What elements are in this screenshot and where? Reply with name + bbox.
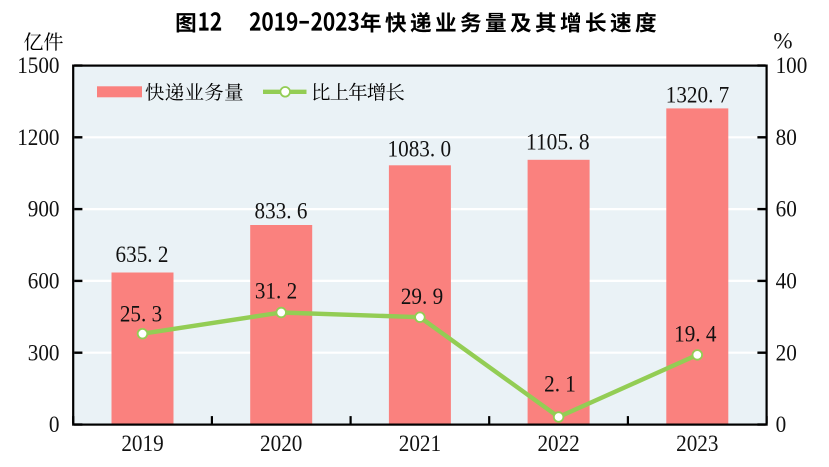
svg-text:2021: 2021 [399,431,441,456]
svg-text:833. 6: 833. 6 [255,199,308,224]
svg-text:1500: 1500 [17,53,59,78]
svg-text:2023: 2023 [676,431,718,456]
svg-text:25. 3: 25. 3 [120,302,162,327]
svg-text:29. 9: 29. 9 [401,284,443,309]
svg-text:1200: 1200 [17,125,59,150]
svg-text:100: 100 [776,53,808,78]
svg-text:31. 2: 31. 2 [255,278,297,303]
svg-text:80: 80 [776,125,797,150]
svg-text:600: 600 [28,269,60,294]
svg-text:2. 1: 2. 1 [544,372,576,397]
svg-text:900: 900 [28,197,60,222]
svg-text:2022: 2022 [537,431,579,456]
svg-text:20: 20 [776,340,797,365]
svg-text:0: 0 [776,412,787,437]
svg-text:0: 0 [49,412,60,437]
svg-text:300: 300 [28,340,60,365]
svg-text:1105. 8: 1105. 8 [526,129,590,154]
svg-text:635. 2: 635. 2 [116,242,169,267]
svg-text:%: % [773,29,792,54]
svg-text:2019: 2019 [121,431,163,456]
svg-text:40: 40 [776,269,797,294]
svg-text:1083. 0: 1083. 0 [388,136,452,161]
svg-text:60: 60 [776,197,797,222]
svg-text:19. 4: 19. 4 [674,322,717,347]
svg-text:1320. 7: 1320. 7 [666,83,730,108]
svg-text:2020: 2020 [260,431,302,456]
